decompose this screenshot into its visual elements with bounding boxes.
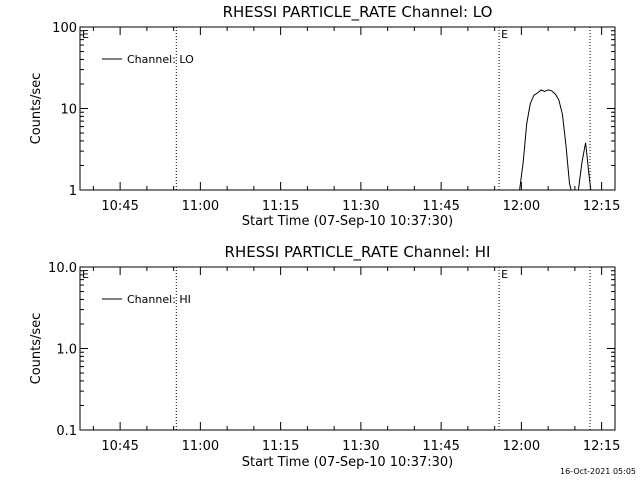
x-tick-label: 11:30 — [342, 439, 379, 454]
x-tick-label: 10:45 — [101, 199, 138, 214]
y-tick-label: 1.0 — [56, 343, 77, 358]
event-line-label: E — [501, 28, 508, 41]
legend-label: Channel: LO — [127, 53, 194, 66]
series-line — [519, 89, 592, 190]
corner-marker-label: E — [82, 268, 89, 281]
y-tick-label: 0.1 — [56, 424, 77, 439]
legend-label: Channel: HI — [127, 293, 191, 306]
y-tick-label: 100 — [52, 21, 77, 36]
panel-hi: RHESSI PARTICLE_RATE Channel: HI 0.1 1.0 10… — [29, 243, 620, 470]
y-tick-label: 1 — [69, 184, 77, 199]
corner-marker-label: E — [82, 28, 89, 41]
x-tick-label: 12:00 — [503, 199, 540, 214]
x-tick-label: 11:45 — [422, 199, 459, 214]
y-axis-label: Counts/sec — [29, 313, 44, 385]
x-tick-label: 12:15 — [583, 439, 620, 454]
plot-frame — [79, 26, 616, 191]
footer-timestamp: 16-Oct-2021 05:05 — [560, 467, 636, 476]
x-axis-label: Start Time (07-Sep-10 10:37:30) — [242, 214, 453, 229]
chart-title: RHESSI PARTICLE_RATE Channel: HI — [225, 243, 491, 262]
panel-lo: RHESSI PARTICLE_RATE Channel: LO 1 10 100 10… — [29, 3, 620, 229]
x-tick-label: 11:15 — [262, 199, 299, 214]
plot-frame — [79, 266, 616, 431]
y-tick-label: 10 — [60, 103, 77, 118]
x-tick-label: 11:15 — [262, 439, 299, 454]
y-tick-label: 10.0 — [48, 261, 77, 276]
x-tick-label: 11:00 — [182, 199, 219, 214]
chart-title: RHESSI PARTICLE_RATE Channel: LO — [223, 3, 493, 22]
x-tick-label: 11:00 — [182, 439, 219, 454]
x-tick-label: 12:15 — [583, 199, 620, 214]
x-tick-label: 12:00 — [503, 439, 540, 454]
event-line-label: E — [501, 268, 508, 281]
y-axis-label: Counts/sec — [29, 73, 44, 145]
x-tick-label: 10:45 — [101, 439, 138, 454]
x-axis-label: Start Time (07-Sep-10 10:37:30) — [242, 455, 453, 470]
x-tick-label: 11:45 — [422, 439, 459, 454]
x-tick-label: 11:30 — [342, 199, 379, 214]
